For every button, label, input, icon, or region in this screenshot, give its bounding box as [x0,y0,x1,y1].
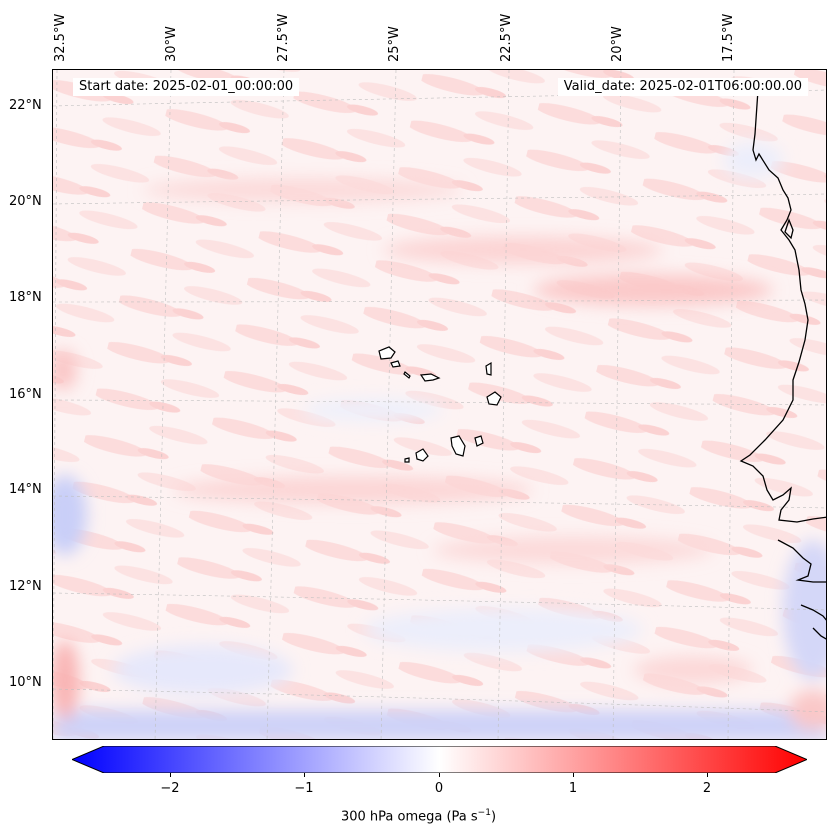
island-fogo [415,448,429,462]
island-sal [485,361,492,376]
omega-field-anomalies [53,142,826,739]
colorbar-label-close: ) [490,809,497,825]
colorbar-tick-label-1: 1 [568,781,578,796]
lon-label-27-5w: 27.5°W [276,13,291,62]
lat-label-12n: 12°N [9,579,42,594]
lat-label-16n: 16°N [9,387,42,402]
lon-label-17-5w: 17.5°W [721,13,736,62]
island-sao-nicolau [419,373,441,382]
colorbar-tick-1 [573,773,574,777]
colorbar-tick-m1 [304,773,305,777]
island-santo-antao [378,346,396,360]
lon-label-25w: 25°W [387,26,402,62]
colorbar-tick-label-2: 2 [702,781,712,796]
colorbar-tick-label-0: 0 [434,781,444,796]
island-santa-luzia [403,371,411,379]
colorbar-tick-label-m1: −1 [294,781,314,796]
island-maio [474,435,484,447]
lon-label-22-5w: 22.5°W [499,13,514,62]
lat-label-20n: 20°N [9,194,42,209]
cape-verde-islands [378,346,502,463]
colorbar-tick-0 [439,773,440,777]
coastline [739,89,826,640]
lon-label-30w: 30°W [164,26,179,62]
colorbar-label: 300 hPa omega (Pa s−1) [0,808,837,824]
lat-label-14n: 14°N [9,482,42,497]
colorbar-tick-m2 [170,773,171,777]
island-sao-vicente [390,360,401,368]
colorbar-label-text: 300 hPa omega (Pa s [340,809,478,825]
island-brava [404,457,410,463]
graticule [53,70,826,739]
lat-label-18n: 18°N [9,290,42,305]
map-panel[interactable]: Start date: 2025-02-01_00:00:00 Valid_da… [52,69,827,740]
lon-label-20w: 20°W [610,26,625,62]
colorbar-tick-label-m2: −2 [160,781,180,796]
island-santiago [450,435,466,457]
colorbar-label-exponent: −1 [477,808,491,818]
colorbar-tick-2 [707,773,708,777]
lat-label-22n: 22°N [9,98,42,113]
lat-label-10n: 10°N [9,675,42,690]
valid-date-label: Valid_date: 2025-02-01T06:00:00.00 [557,78,808,96]
lon-label-32-5w: 32.5°W [53,13,68,62]
start-date-label: Start date: 2025-02-01_00:00:00 [73,78,300,96]
colorbar [72,746,807,773]
island-boa-vista [486,391,502,406]
omega-field-map [53,70,826,739]
